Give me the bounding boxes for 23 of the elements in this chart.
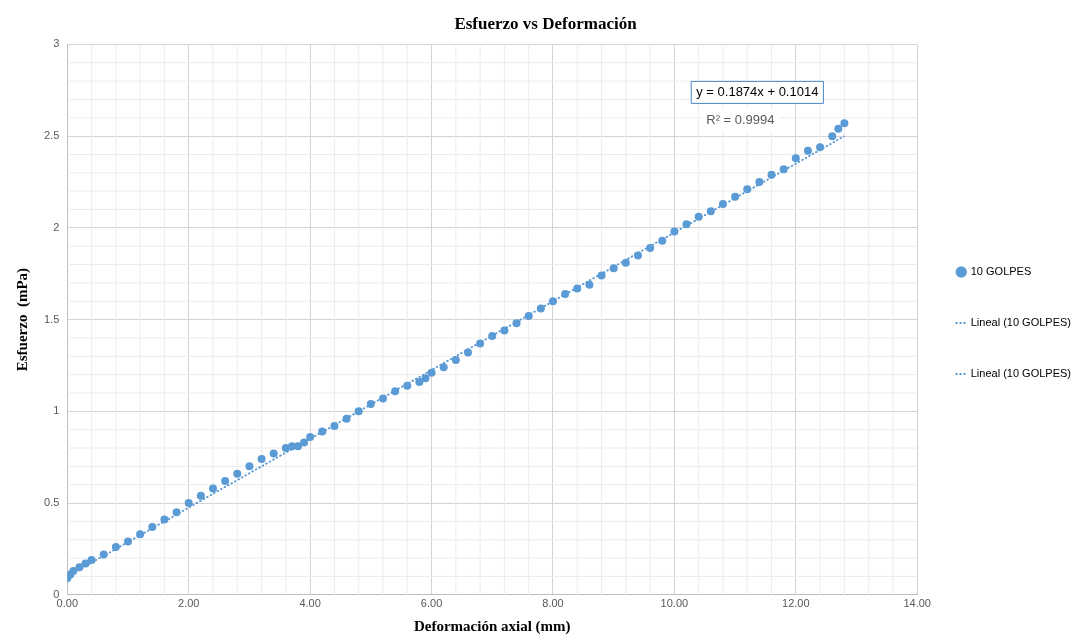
y-tick-label: 0.5 (43, 496, 60, 509)
legend-label: 10 GOLPES (970, 265, 1032, 278)
y-tick-label: 1.5 (43, 312, 60, 325)
x-tick-label: 2.00 (178, 597, 200, 610)
x-tick-label: 14.00 (903, 597, 931, 610)
x-tick-label: 8.00 (542, 597, 564, 610)
x-tick-label: 4.00 (299, 597, 321, 610)
x-tick-label: 10.00 (660, 597, 689, 610)
x-axis-title: Deformación axial (mm) (413, 617, 571, 635)
y-tick-label: 2 (53, 220, 60, 233)
x-tick-label: 12.00 (782, 597, 810, 610)
chart-title: Esfuerzo vs Deformación (454, 13, 638, 33)
y-tick-label: 1 (53, 404, 60, 417)
legend-label: Lineal (10 GOLPES) (970, 367, 1072, 380)
annotation: y = 0.1874x + 0.1014 (696, 83, 819, 99)
y-axis-title: Esfuerzo (mPa) (13, 267, 31, 372)
y-tick-label: 2.5 (43, 129, 60, 142)
x-tick-label: 0.00 (56, 597, 78, 610)
y-tick-label: 3 (53, 37, 60, 50)
x-tick-label: 6.00 (420, 597, 443, 610)
legend-label: Lineal (10 GOLPES) (970, 316, 1072, 329)
y-tick-label: 0 (53, 587, 60, 600)
annotation: R² = 0.9994 (706, 111, 775, 127)
